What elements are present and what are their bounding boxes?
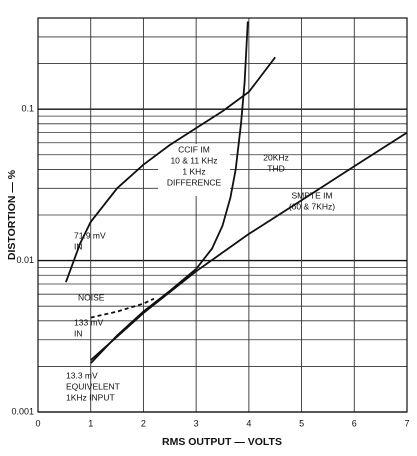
y-axis-label: DISTORTION — % — [6, 169, 18, 260]
plot-frame — [37, 17, 408, 413]
annotation: IN — [74, 241, 83, 251]
x-tick-label: 3 — [194, 418, 199, 428]
x-axis-label: RMS OUTPUT — VOLTS — [162, 436, 282, 448]
annotation: 133 mV — [74, 317, 104, 327]
annotation: CCIF IM — [178, 144, 210, 154]
x-tick-label: 0 — [35, 418, 40, 428]
annotation: 13.3 mV — [66, 370, 98, 380]
x-tick-label: 7 — [404, 418, 409, 428]
y-tick-label: 0.001 — [11, 406, 34, 416]
annotation: 1 KHz — [182, 166, 205, 176]
annotation: (60 & 7KHz) — [289, 201, 335, 211]
series-line — [90, 131, 408, 361]
annotation: THD — [267, 163, 284, 173]
x-tick-label: 4 — [246, 418, 251, 428]
annotation: EQUIVELENT — [66, 381, 120, 391]
annotation: IN — [74, 328, 83, 338]
series-line — [90, 21, 249, 364]
y-tick-label: 0.01 — [16, 255, 34, 265]
x-tick-label: 2 — [141, 418, 146, 428]
series-line — [65, 56, 276, 283]
x-tick-label: 1 — [88, 418, 93, 428]
annotation: 71.9 mV — [74, 230, 106, 240]
annotation: DIFFERENCE — [167, 177, 222, 187]
x-tick-label: 6 — [352, 418, 357, 428]
annotation: NOISE — [78, 292, 105, 302]
annotation: 10 & 11 KHz — [170, 155, 217, 165]
x-tick-label: 5 — [299, 418, 304, 428]
y-tick-label: 0.1 — [21, 104, 34, 114]
annotation: 20KHz — [263, 152, 289, 162]
annotation: 1KHz INPUT — [66, 392, 115, 402]
annotation: SMPTE IM — [291, 190, 332, 200]
label-background — [158, 144, 230, 196]
